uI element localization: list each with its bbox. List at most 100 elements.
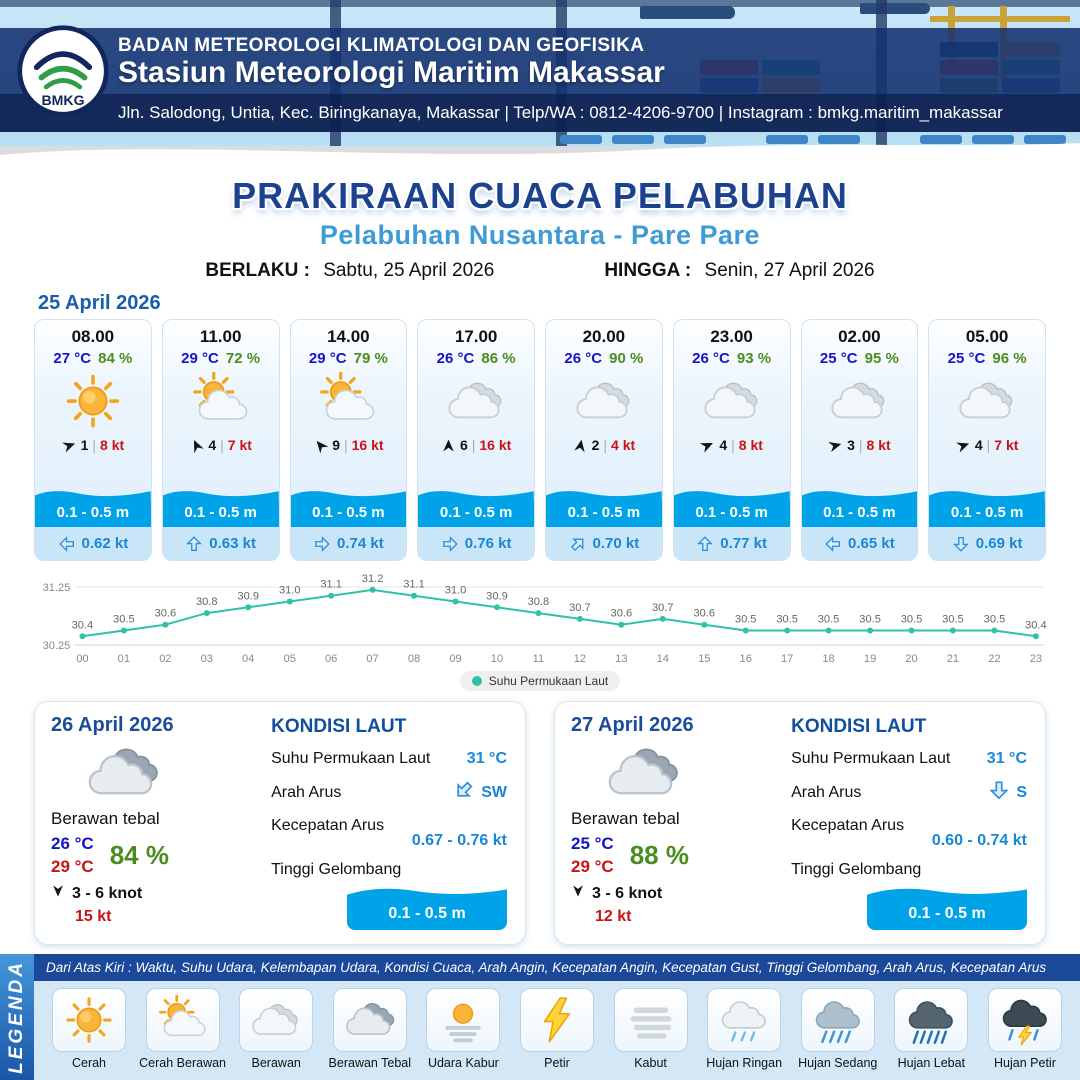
current-direction-icon [570, 538, 583, 551]
current-direction-value: SW [481, 783, 507, 801]
svg-text:19: 19 [864, 653, 876, 665]
legend-item: Berawan [231, 988, 321, 1070]
current-row: 0.62 kt [35, 527, 151, 560]
legend-icon-berawan [239, 988, 314, 1052]
svg-text:31.0: 31.0 [279, 585, 301, 597]
svg-text:03: 03 [201, 653, 213, 665]
legend-label: Udara Kabur [427, 1056, 499, 1070]
legend-label: Kabut [634, 1056, 667, 1070]
legend-label: Berawan [251, 1056, 301, 1070]
wind-max: 16 kt [351, 437, 384, 453]
wind-direction-icon [700, 442, 714, 453]
svg-text:23: 23 [1030, 653, 1042, 665]
legend-label: Hujan Ringan [706, 1056, 783, 1070]
legend-icon-hujan-ringan [707, 988, 782, 1052]
wind-max: 8 kt [100, 437, 125, 453]
validity-from-label: BERLAKU : [205, 260, 310, 281]
current-speed: 0.77 kt [720, 535, 767, 552]
forecast-card: 08.00 27 °C 84 % 1 | 8 kt 0.1 - 0.5 m 0.62 … [34, 319, 152, 561]
wind-row: 4 | 7 kt [189, 437, 252, 453]
forecast-humidity: 96 % [992, 350, 1027, 367]
weather-icon-cerah-berawan [192, 369, 250, 433]
daily-date: 27 April 2026 [571, 714, 694, 736]
legend-item: Hujan Ringan [699, 988, 789, 1070]
svg-text:31.1: 31.1 [320, 579, 342, 591]
svg-text:22: 22 [988, 653, 1000, 665]
current-speed-label: Kecepatan Arus [791, 817, 905, 834]
wind-min: 1 [80, 437, 89, 453]
wave-height-value: 0.1 - 0.5 m [673, 501, 790, 527]
current-direction-icon [315, 535, 330, 552]
svg-text:15: 15 [698, 653, 710, 665]
forecast-time: 05.00 [965, 327, 1009, 346]
current-row: 0.77 kt [673, 527, 790, 560]
wave-height-value: 0.1 - 0.5 m [35, 501, 151, 527]
current-row: 0.70 kt [546, 527, 662, 560]
wave-height-value: 0.1 - 0.5 m [867, 901, 1027, 930]
wind-min: 2 [591, 437, 600, 453]
current-speed: 0.69 kt [975, 535, 1023, 552]
svg-text:13: 13 [615, 653, 627, 665]
wind-direction-icon [828, 441, 842, 452]
wind-min: 4 [208, 437, 217, 453]
svg-text:06: 06 [325, 653, 337, 665]
current-speed-value: 0.67 - 0.76 kt [411, 832, 507, 849]
forecast-humidity: 84 % [98, 350, 133, 367]
current-direction-icon [825, 535, 840, 552]
wave-height-value: 0.1 - 0.5 m [418, 501, 534, 527]
legend-label: Petir [544, 1056, 570, 1070]
org-name: BADAN METEOROLOGI KLIMATOLOGI DAN GEOFIS… [118, 35, 645, 56]
daily-gust: 15 kt [75, 908, 112, 925]
current-direction-label: Arah Arus [271, 783, 342, 801]
sea-conditions-heading: KONDISI LAUT [271, 716, 407, 737]
wind-max: 4 kt [611, 437, 636, 453]
chart-legend-label: Suhu Permukaan Laut [488, 674, 609, 688]
forecast-date: 25 April 2026 [38, 292, 161, 314]
svg-text:30.4: 30.4 [1025, 619, 1047, 631]
svg-text:21: 21 [947, 653, 959, 665]
forecast-humidity: 90 % [609, 350, 644, 367]
forecast-card: 02.00 25 °C 95 % 3 | 8 kt 0.1 - 0.5 m 0.65 … [800, 319, 919, 561]
current-speed: 0.74 kt [337, 535, 384, 552]
forecast-temp: 26 °C [436, 350, 475, 367]
sea-conditions-heading: KONDISI LAUT [791, 716, 927, 737]
legend-icon-petir [519, 988, 594, 1052]
weather-icon-cerah-berawan [319, 369, 377, 433]
daily-temp-min: 25 °C [571, 834, 614, 853]
legend-label: Cerah Berawan [139, 1056, 227, 1070]
page-subtitle: Pelabuhan Nusantara - Pare Pare [319, 220, 761, 250]
current-row: 0.63 kt [162, 527, 279, 560]
forecast-time: 08.00 [71, 327, 115, 346]
wind-row: 9 | 16 kt [313, 437, 384, 453]
wind-row: 4 | 7 kt [955, 437, 1018, 453]
forecast-humidity: 93 % [736, 350, 772, 367]
logo-text: BMKG [41, 92, 84, 108]
wave-height-band: 0.1 - 0.5 m [418, 488, 534, 527]
wave-height-value: 0.1 - 0.5 m [347, 901, 507, 930]
wave-height-band: 0.1 - 0.5 m [929, 488, 1045, 527]
svg-text:14: 14 [657, 653, 669, 665]
forecast-time: 17.00 [454, 327, 498, 346]
svg-text:30.6: 30.6 [611, 608, 633, 620]
current-speed: 0.65 kt [848, 535, 895, 552]
legend-icon-berawan-tebal [332, 988, 407, 1052]
daily-wind-range: 3 - 6 knot [72, 884, 143, 902]
wave-height-value: 0.1 - 0.5 m [546, 501, 662, 527]
forecast-card: 05.00 25 °C 96 % 4 | 7 kt 0.1 - 0.5 m 0.69 … [928, 319, 1046, 561]
daily-card-26-april: 26 April 2026 Berawan tebal 26 °C 29 °C … [34, 701, 526, 945]
sst-chart-block: 31.25 30.25 30.4 00 30.5 01 30.6 02 30.8 03 30.9 04… [30, 569, 1050, 691]
wind-min: 6 [459, 437, 468, 453]
wind-row: 4 | 8 kt [700, 437, 763, 453]
daily-date: 26 April 2026 [51, 714, 174, 736]
forecast-time: 14.00 [327, 327, 370, 346]
current-direction-icon [457, 781, 473, 797]
daily-condition: Berawan tebal [51, 809, 160, 828]
legend-section: LEGENDA Dari Atas Kiri : Waktu, Suhu Uda… [0, 954, 1080, 1080]
legend-label: Hujan Lebat [897, 1056, 966, 1070]
wind-max: 8 kt [866, 437, 891, 453]
legend-item: Hujan Sedang [793, 988, 883, 1070]
svg-text:31.25: 31.25 [43, 582, 71, 594]
svg-text:30.5: 30.5 [859, 614, 881, 626]
chart-legend-dot [471, 676, 482, 686]
